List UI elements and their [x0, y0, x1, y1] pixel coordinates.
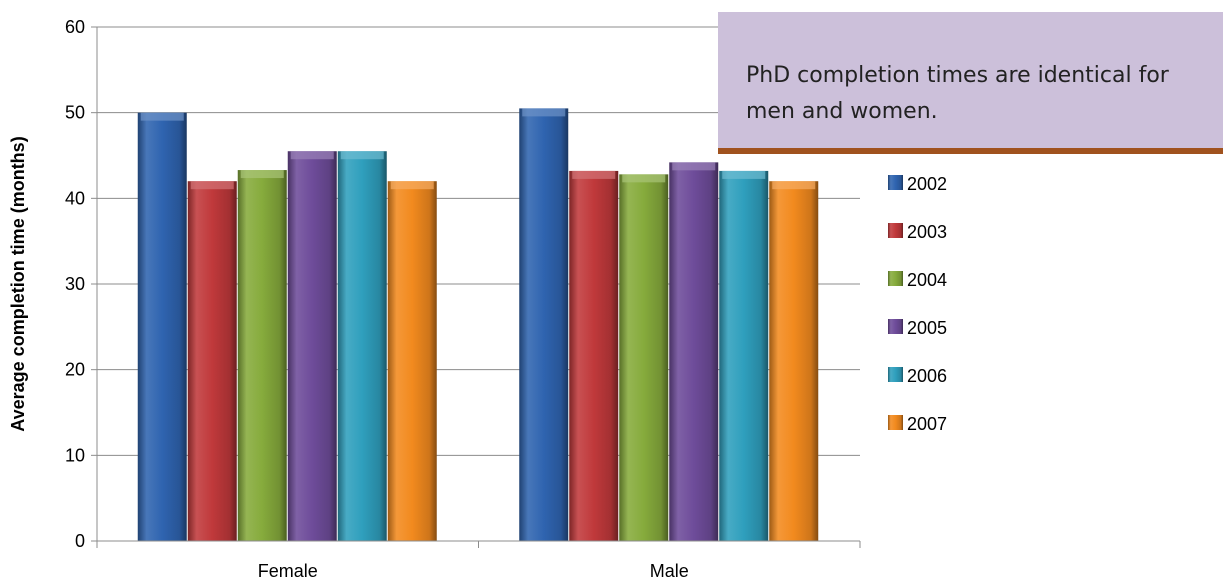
bar-top-bevel — [672, 162, 716, 171]
bar-male-2007 — [769, 181, 819, 541]
bar-top-bevel — [772, 181, 816, 190]
y-tick-label: 40 — [65, 188, 85, 208]
y-tick-label: 60 — [65, 17, 85, 37]
bar-top-bevel — [722, 170, 766, 179]
legend-label-2004: 2004 — [907, 270, 947, 290]
legend-swatch-2002 — [888, 175, 903, 190]
bars — [137, 108, 819, 542]
bar-female-2007 — [387, 181, 437, 541]
legend: 2002 2003 2004 2005 2006 2007 — [888, 174, 947, 434]
callout-text: PhD completion times are identical for m… — [746, 63, 1169, 124]
bar-male-2004 — [619, 174, 669, 541]
bar-female-2003 — [187, 181, 237, 541]
legend-label-2003: 2003 — [907, 222, 947, 242]
legend-label-2006: 2006 — [907, 366, 947, 386]
bar-top-bevel — [190, 181, 234, 190]
y-tick-label: 0 — [75, 531, 85, 551]
y-tick-label: 50 — [65, 103, 85, 123]
annotation-callout: PhD completion times are identical for m… — [718, 12, 1223, 154]
y-tick-label: 30 — [65, 274, 85, 294]
y-tick-label: 10 — [65, 445, 85, 465]
bar-top-bevel — [290, 151, 334, 160]
bar-male-2002 — [519, 108, 569, 541]
legend-swatch-2007 — [888, 415, 903, 430]
bar-top-bevel — [140, 112, 184, 121]
bar-top-bevel — [622, 174, 666, 183]
bar-male-2006 — [719, 170, 769, 542]
legend-swatch-2003 — [888, 223, 903, 238]
bar-male-2005 — [669, 162, 719, 541]
y-axis-title: Average completion time (months) — [8, 136, 28, 431]
bar-female-2004 — [237, 170, 287, 541]
legend-swatch-2005 — [888, 319, 903, 334]
legend-label-2007: 2007 — [907, 414, 947, 434]
x-category-label: Male — [650, 561, 689, 581]
axes: 0 10 20 30 40 50 60 Female Male — [65, 17, 861, 581]
bar-top-bevel — [390, 181, 434, 190]
x-category-label: Female — [258, 561, 318, 581]
legend-swatch-2004 — [888, 271, 903, 286]
bar-top-bevel — [240, 170, 284, 179]
bar-male-2003 — [569, 170, 619, 542]
legend-swatch-2006 — [888, 367, 903, 382]
bar-female-2002 — [137, 112, 187, 542]
y-tick-label: 20 — [65, 360, 85, 380]
bar-female-2005 — [287, 151, 337, 541]
bar-top-bevel — [340, 151, 384, 160]
legend-label-2005: 2005 — [907, 318, 947, 338]
legend-label-2002: 2002 — [907, 174, 947, 194]
bar-top-bevel — [522, 108, 566, 117]
bar-top-bevel — [572, 170, 616, 179]
bar-female-2006 — [337, 151, 387, 541]
